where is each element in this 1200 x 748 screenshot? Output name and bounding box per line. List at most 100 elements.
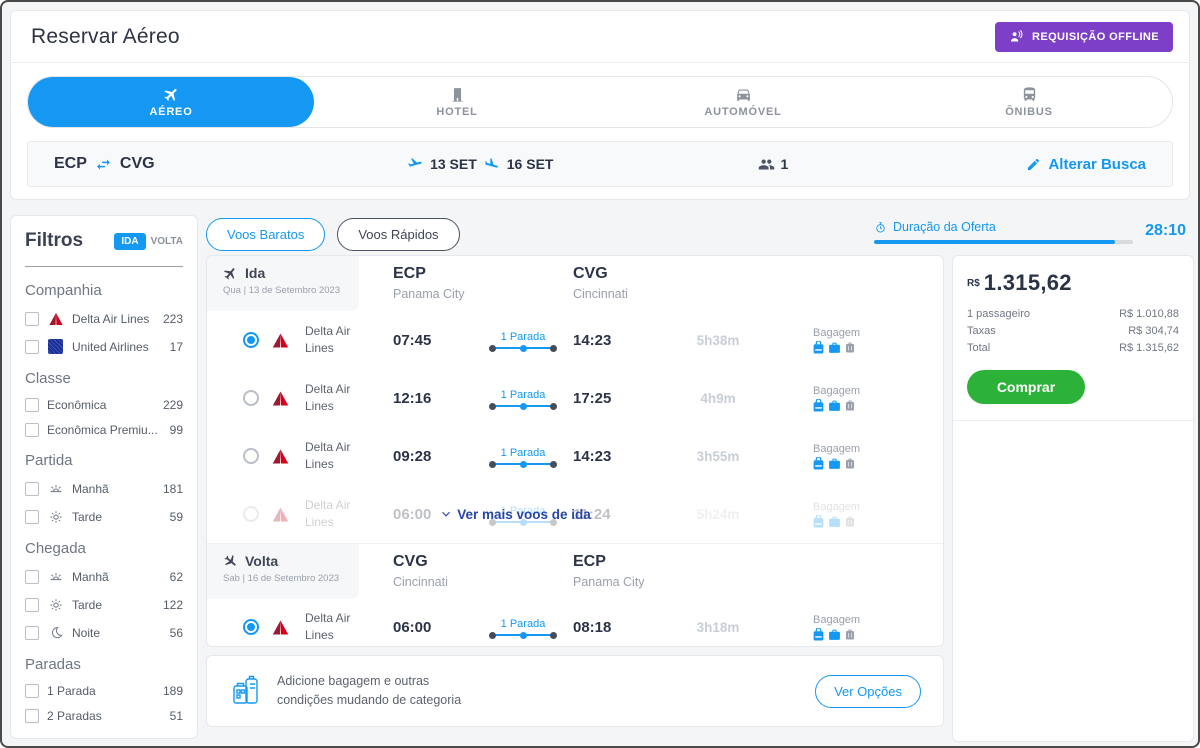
inbound-destination: ECP Panama City (573, 553, 645, 589)
origin-code: ECP (54, 155, 87, 172)
backpack-icon (813, 456, 824, 469)
airline-name: Delta Air Lines (305, 497, 351, 529)
sunrise-icon (47, 568, 64, 585)
filter-label: Econômica (47, 398, 107, 412)
filter-section-companhia: Companhia Delta Air Lines 223 United Air… (25, 282, 183, 355)
price-row-label: Taxas (967, 325, 996, 338)
flight-row-inbound-1[interactable]: Delta Air Lines 06:00 1 Parada 08:18 3h1… (207, 598, 943, 646)
filter-item-chegada-noite: Noite 56 (25, 624, 183, 641)
depart-date: 13 SET (430, 156, 477, 172)
toggle-ida[interactable]: IDA (114, 232, 146, 250)
filter-item-economica-premium: Econômica Premiu... 99 (25, 423, 183, 437)
tab-automovel[interactable]: AUTOMÓVEL (600, 77, 886, 127)
chevron-down-icon (442, 511, 451, 517)
ver-mais-voos-link[interactable]: Ver mais voos de ida (207, 485, 823, 543)
checkbox[interactable] (25, 569, 39, 584)
filter-section-partida: Partida Manhã 181 Tarde 59 (25, 452, 183, 525)
moon-icon (47, 624, 64, 641)
checkbox[interactable] (25, 709, 39, 723)
filter-item-chegada-tarde: Tarde 122 (25, 596, 183, 613)
delta-logo-icon (47, 310, 64, 327)
filter-count: 189 (162, 684, 183, 698)
flight-takeoff-icon (408, 158, 422, 167)
filter-item-partida-tarde: Tarde 59 (25, 508, 183, 525)
offer-time-left: 28:10 (1145, 222, 1186, 239)
flight-row-outbound-3[interactable]: Delta Air Lines 09:28 1 Parada 14:23 3h5… (207, 427, 943, 485)
destination-city: Panama City (573, 575, 645, 589)
divider (953, 420, 1193, 422)
airline-name: Delta Air Lines (305, 610, 351, 642)
offer-progress-bar (874, 240, 1134, 244)
offline-request-button[interactable]: REQUISIÇÃO OFFLINE (995, 21, 1173, 52)
ver-opcoes-button[interactable]: Ver Opções (815, 674, 921, 708)
car-icon (736, 89, 750, 101)
comprar-button[interactable]: Comprar (967, 370, 1085, 405)
edit-icon (1028, 158, 1040, 170)
toggle-volta[interactable]: VOLTA (150, 235, 183, 247)
checkbox[interactable] (25, 625, 39, 640)
flight-radio[interactable] (243, 506, 259, 522)
checkbox[interactable] (25, 481, 39, 496)
briefcase-icon (829, 400, 840, 411)
destination-code: ECP (573, 553, 606, 570)
checkbox[interactable] (25, 509, 39, 524)
passenger-count: 1 (780, 156, 789, 172)
checked-bag-icon (846, 516, 854, 526)
tab-aereo[interactable]: AÉREO (28, 77, 314, 127)
checkbox[interactable] (25, 398, 39, 412)
filter-item-delta: Delta Air Lines 223 (25, 310, 183, 327)
checkbox[interactable] (25, 684, 39, 698)
price-row-value: R$ 1.315,62 (1119, 342, 1179, 355)
route-widget: 1 Parada (473, 389, 573, 410)
filter-count: 17 (169, 339, 183, 354)
pill-voos-rapidos[interactable]: Voos Rápidos (337, 218, 460, 251)
route-widget: 1 Parada (473, 331, 573, 352)
briefcase-icon (829, 629, 840, 640)
offer-label: Duração da Oferta (893, 220, 996, 234)
flight-radio[interactable] (243, 448, 259, 464)
filter-count: 99 (169, 423, 183, 437)
pill-voos-baratos[interactable]: Voos Baratos (206, 218, 326, 251)
price-row-total: Total R$ 1.315,62 (967, 340, 1179, 357)
stops-label: 1 Parada (500, 505, 546, 517)
baggage-label: Bagagem (813, 500, 861, 513)
filter-count: 223 (162, 311, 183, 326)
passengers-icon (758, 159, 774, 169)
title-row: Reservar Aéreo REQUISIÇÃO OFFLINE (11, 11, 1189, 63)
flight-land-icon (485, 158, 498, 168)
alter-search-link[interactable]: Alterar Busca (906, 156, 1172, 173)
flight-radio[interactable] (243, 619, 259, 635)
inbound-header: Volta Sab | 16 de Setembro 2023 CVG Cinc… (207, 543, 943, 599)
flight-radio[interactable] (243, 332, 259, 348)
route-line-icon (489, 344, 557, 352)
direction-toggle: IDA VOLTA (114, 232, 183, 250)
outbound-header: Ida Qua | 13 de Setembro 2023 ECP Panama… (207, 256, 943, 311)
delta-logo-icon (271, 506, 305, 523)
baggage-info: Bagagem (773, 501, 943, 528)
offer-progress: Duração da Oferta (874, 220, 1134, 244)
flight-row-outbound-1[interactable]: Delta Air Lines 07:45 1 Parada 14:23 5h3… (207, 311, 943, 369)
stopwatch-icon (876, 221, 885, 233)
checked-bag-icon (846, 400, 854, 410)
checkbox[interactable] (25, 339, 39, 354)
section-title: Classe (25, 370, 71, 387)
sun-icon (47, 596, 64, 613)
flight-row-outbound-4[interactable]: Delta Air Lines 06:00 1 Parada 11:24 5h2… (207, 485, 943, 543)
briefcase-icon (829, 458, 840, 469)
flight-row-outbound-2[interactable]: Delta Air Lines 12:16 1 Parada 17:25 4h9… (207, 369, 943, 427)
checkbox[interactable] (25, 423, 39, 437)
checkbox[interactable] (25, 597, 39, 612)
stops-label: 1 Parada (500, 331, 546, 343)
checkbox[interactable] (25, 311, 39, 326)
tab-hotel[interactable]: HOTEL (314, 77, 600, 127)
tab-onibus[interactable]: ÔNIBUS (886, 77, 1172, 127)
outbound-destination: CVG Cincinnati (573, 265, 628, 301)
outbound-origin: ECP Panama City (393, 265, 465, 301)
flight-radio[interactable] (243, 390, 259, 406)
filter-label: United Airlines (72, 339, 149, 354)
filter-count: 62 (169, 569, 183, 584)
route-line-icon (489, 402, 557, 410)
checked-bag-icon (846, 458, 854, 468)
bus-icon (1023, 87, 1035, 101)
